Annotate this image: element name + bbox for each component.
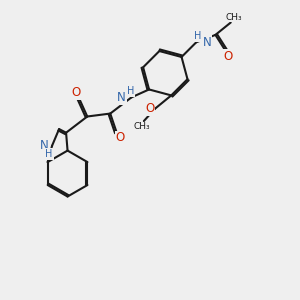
Text: O: O <box>145 102 154 115</box>
Text: O: O <box>71 86 81 99</box>
Text: H: H <box>46 149 53 159</box>
Text: H: H <box>127 86 134 96</box>
Text: CH₃: CH₃ <box>225 13 242 22</box>
Text: N: N <box>40 139 49 152</box>
Text: O: O <box>116 131 125 145</box>
Text: N: N <box>117 91 126 104</box>
Text: N: N <box>203 36 212 49</box>
Text: CH₃: CH₃ <box>133 122 150 131</box>
Text: O: O <box>224 50 233 63</box>
Text: H: H <box>194 31 201 41</box>
